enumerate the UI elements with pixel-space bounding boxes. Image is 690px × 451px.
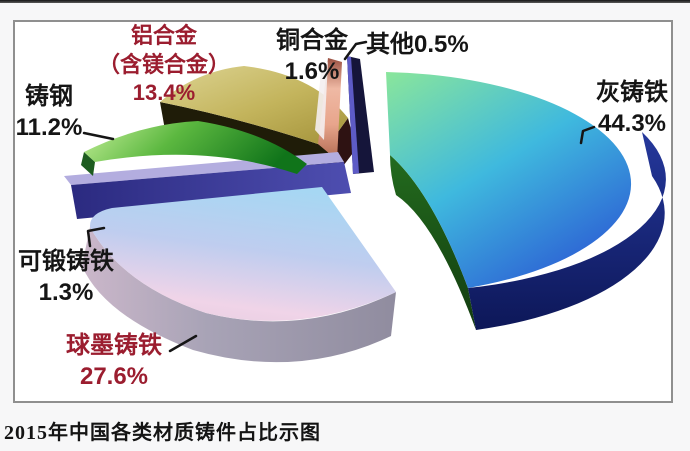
label-steel-pct: 11.2% — [15, 114, 83, 142]
slice-gray-iron-rim — [468, 132, 666, 330]
label-other-name: 其他 — [366, 31, 414, 58]
slice-other — [347, 56, 374, 174]
label-ductile-name: 球墨铸铁 — [66, 332, 162, 359]
slice-gray-iron-top — [386, 72, 632, 288]
label-malleable-pct: 1.3% — [38, 279, 94, 307]
label-other: 其他0.5% — [366, 29, 469, 60]
leader-steel — [82, 131, 115, 141]
leader-malleable — [86, 226, 106, 248]
label-copper-pct: 1.6% — [284, 58, 340, 86]
label-aluminum-sub: （含镁合金） — [97, 51, 230, 77]
label-aluminum: 铝合金 （含镁合金） 13.4% — [78, 22, 250, 108]
label-aluminum-pct: 13.4% — [132, 80, 196, 106]
leader-gray-iron — [579, 125, 596, 145]
slice-other-edge — [347, 56, 359, 174]
slice-ductile-top — [89, 187, 396, 321]
label-ductile-pct: 27.6% — [79, 363, 149, 391]
top-window-strip — [0, 0, 690, 3]
label-ductile: 球墨铸铁 27.6% — [50, 330, 178, 392]
slice-steel-top — [84, 121, 307, 174]
label-other-pct: 0.5% — [414, 31, 469, 58]
label-steel-name: 铸钢 — [25, 83, 73, 110]
leader-other — [343, 40, 368, 61]
label-malleable: 可锻铸铁 1.3% — [8, 246, 124, 308]
slice-copper-highlight — [315, 62, 328, 140]
slice-aluminum-top — [160, 66, 348, 147]
label-copper-name: 铜合金 — [276, 27, 348, 54]
slice-malleable-front — [71, 162, 351, 219]
slice-ductile-rim — [82, 227, 396, 363]
label-gray-iron-name: 灰铸铁 — [596, 79, 668, 106]
label-gray-iron: 灰铸铁 44.3% — [586, 77, 678, 139]
slice-steel — [81, 121, 307, 176]
label-malleable-name: 可锻铸铁 — [18, 248, 114, 275]
slice-steel-tip-face — [81, 152, 95, 176]
label-aluminum-name: 铝合金 — [130, 23, 197, 48]
chart-caption: 2015年中国各类材质铸件占比示图 — [4, 422, 321, 444]
slice-ductile — [82, 187, 396, 363]
label-steel: 铸钢 11.2% — [2, 81, 96, 143]
slice-gray-iron — [386, 72, 666, 330]
slice-gray-iron-cut-face — [390, 155, 476, 330]
slice-copper — [315, 58, 342, 160]
label-copper: 铜合金 1.6% — [260, 25, 364, 87]
label-gray-iron-pct: 44.3% — [597, 110, 667, 138]
leader-ductile — [168, 334, 198, 353]
